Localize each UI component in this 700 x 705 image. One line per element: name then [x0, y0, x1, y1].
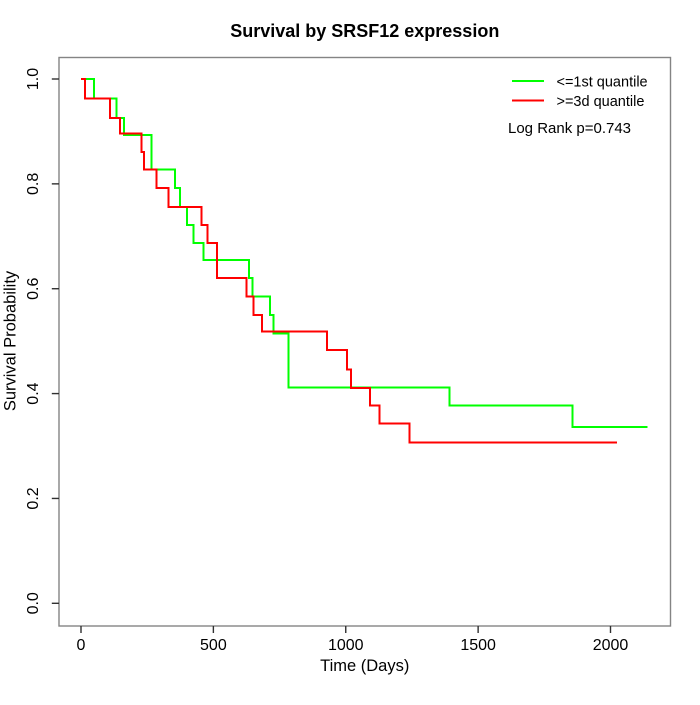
y-tick-label: 0.8 — [25, 173, 42, 195]
x-tick-label: 2000 — [593, 637, 629, 654]
y-tick-label: 1.0 — [25, 68, 42, 90]
x-axis-title: Time (Days) — [320, 657, 409, 675]
survival-curves — [81, 78, 648, 444]
plot-box — [58, 56, 672, 627]
km-curve-green — [81, 78, 648, 429]
y-axis-title: Survival Probability — [2, 270, 20, 411]
y-tick-label: 0.6 — [25, 278, 42, 300]
x-tick-label: 0 — [77, 637, 86, 654]
x-tick-label: 500 — [200, 637, 227, 654]
y-tick-label: 0.4 — [25, 382, 42, 404]
chart-title: Survival by SRSF12 expression — [230, 21, 499, 41]
x-tick-label: 1000 — [328, 637, 364, 654]
legend-label-first-quantile: <=1st quantile — [557, 75, 648, 91]
y-tick-label: 0.2 — [25, 487, 42, 509]
y-tick-label: 0.0 — [25, 592, 42, 614]
legend: <=1st quantile >=3d quantile Log Rank p=… — [508, 75, 648, 138]
x-tick-label: 1500 — [460, 637, 496, 654]
legend-label-third-quantile: >=3d quantile — [557, 94, 645, 110]
logrank-pvalue: Log Rank p=0.743 — [508, 120, 631, 137]
axis-ticks: 0 500 1000 1500 2000 0.0 0.2 0.4 0.6 0.8 1.0 — [25, 68, 628, 654]
km-curve-red — [81, 78, 618, 444]
